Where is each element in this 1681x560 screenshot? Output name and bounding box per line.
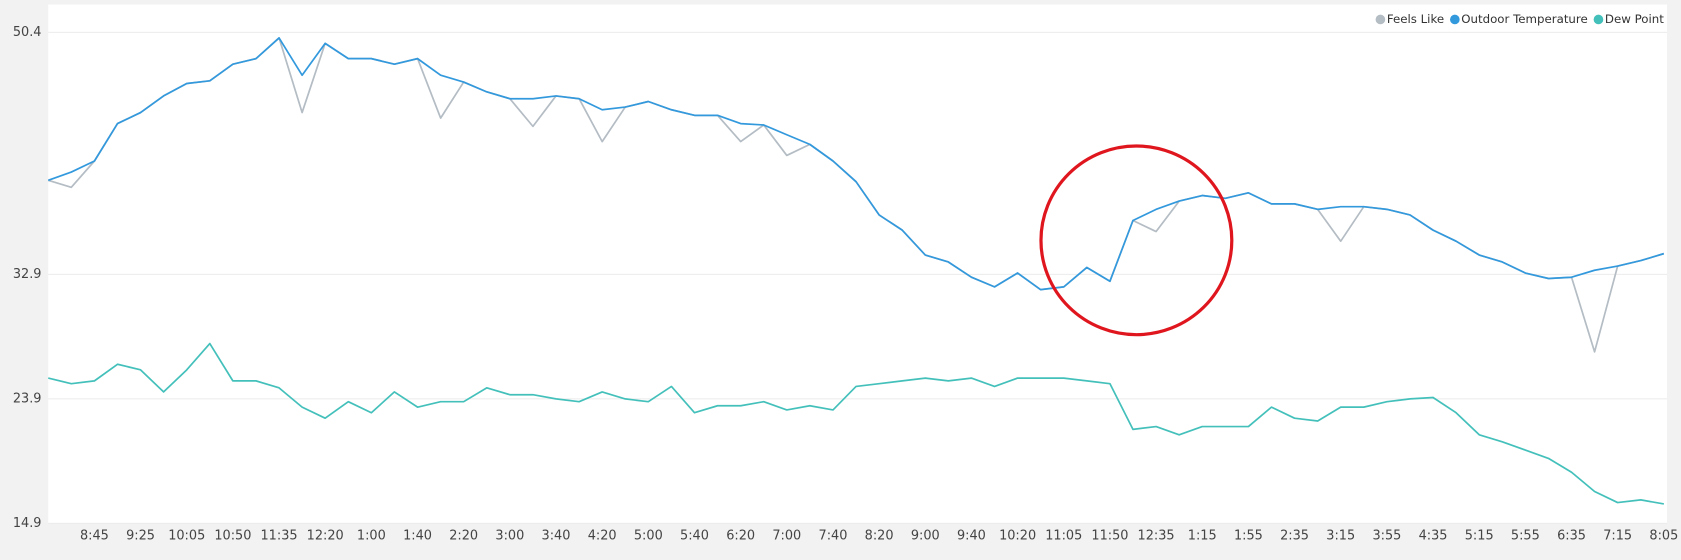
y-tick-label: 23.9: [13, 391, 42, 406]
x-tick-label: 3:55: [1372, 529, 1401, 544]
x-tick-label: 2:35: [1280, 529, 1309, 544]
legend-marker: [1593, 14, 1604, 25]
x-tick-label: 6:20: [726, 529, 755, 544]
y-tick-label: 14.9: [13, 516, 42, 531]
x-tick-label: 1:55: [1234, 529, 1263, 544]
x-tick-label: 4:35: [1419, 529, 1448, 544]
x-tick-label: 12:20: [307, 529, 344, 544]
x-tick-label: 5:40: [680, 529, 709, 544]
series-line: [48, 342, 1664, 505]
lines: [47, 37, 1665, 505]
labels: 14.9 23.9 32.9 50.4 8:45 9:25 10:05 10:50 11:35 1…: [13, 25, 1678, 544]
legend-marker: [1375, 14, 1386, 25]
x-tick-label: 3:40: [542, 529, 571, 544]
x-tick-label: 1:15: [1188, 529, 1217, 544]
x-tick-label: 11:05: [1045, 529, 1082, 544]
x-tick-label: 11:35: [261, 529, 298, 544]
x-tick-label: 9:00: [911, 529, 940, 544]
x-tick-label: 3:15: [1326, 529, 1355, 544]
plot-area: [48, 4, 1668, 524]
grid: [48, 31, 1668, 524]
y-tick-label: 32.9: [13, 267, 42, 282]
x-tick-label: 11:50: [1091, 529, 1128, 544]
x-tick-label: 9:25: [126, 529, 155, 544]
legend: Dew Point Outdoor Temperature Feels Like: [1375, 12, 1664, 26]
legend-label: Outdoor Temperature: [1461, 12, 1587, 26]
x-tick-label: 5:55: [1511, 529, 1540, 544]
legend-label: Feels Like: [1387, 12, 1444, 26]
x-tick-label: 10:20: [999, 529, 1036, 544]
y-tick-label: 50.4: [13, 25, 42, 40]
x-tick-label: 4:20: [588, 529, 617, 544]
x-tick-label: 1:00: [357, 529, 386, 544]
series-line: [47, 37, 1665, 291]
x-tick-label: 10:50: [214, 529, 251, 544]
legend-label: Dew Point: [1605, 12, 1664, 26]
x-tick-label: 5:15: [1465, 529, 1494, 544]
x-tick-label: 7:40: [819, 529, 848, 544]
x-tick-label: 10:05: [168, 529, 205, 544]
x-tick-label: 8:45: [80, 529, 109, 544]
x-tick-label: 5:00: [634, 529, 663, 544]
legend-marker: [1450, 14, 1460, 25]
x-tick-label: 8:05: [1649, 529, 1678, 544]
x-tick-label: 1:40: [403, 529, 432, 544]
x-tick-label: 6:35: [1557, 529, 1586, 544]
highlight-circle: [1039, 144, 1234, 337]
x-tick-label: 12:35: [1138, 529, 1175, 544]
x-tick-label: 8:20: [865, 529, 894, 544]
x-tick-label: 9:40: [957, 529, 986, 544]
x-tick-label: 3:00: [495, 529, 524, 544]
x-tick-label: 2:20: [449, 529, 478, 544]
x-tick-label: 7:00: [772, 529, 801, 544]
x-tick-label: 7:15: [1603, 529, 1632, 544]
